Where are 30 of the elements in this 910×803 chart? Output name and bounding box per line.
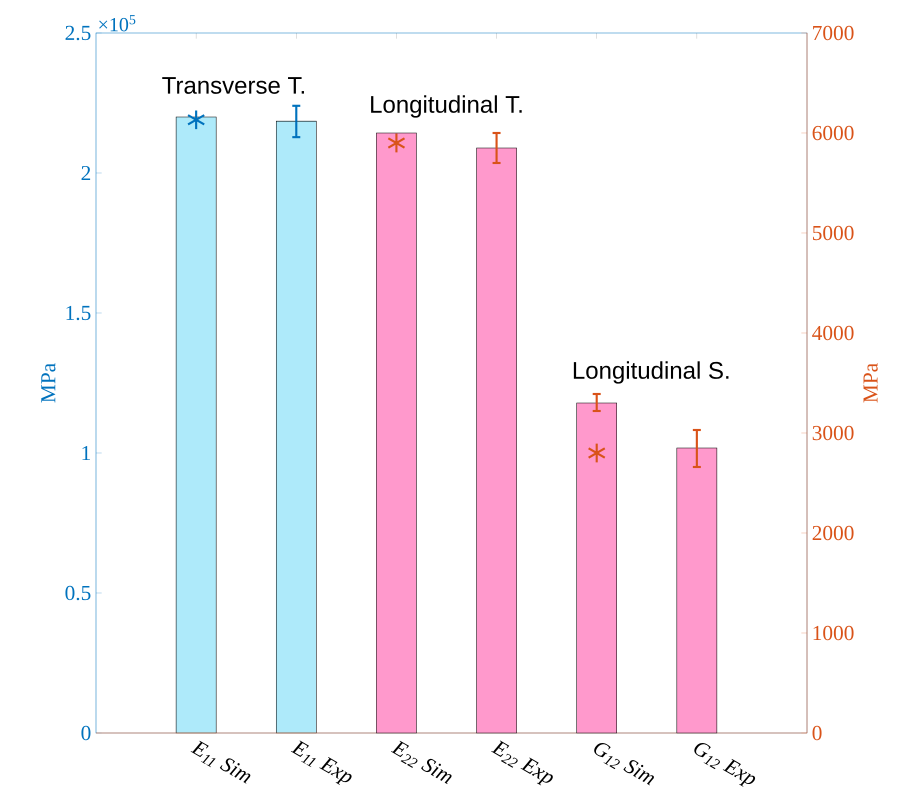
y2-tick-label: 2000 bbox=[812, 526, 854, 540]
y-tick-label: 0.5 bbox=[65, 586, 90, 600]
annotation: Longitudinal T. bbox=[371, 95, 522, 118]
y-tick-label: 2 bbox=[82, 166, 90, 180]
bar bbox=[576, 402, 618, 734]
y2-tick-label: 3000 bbox=[812, 426, 854, 440]
y2-tick-label: 5000 bbox=[812, 226, 854, 240]
y-axis-title: MPa bbox=[41, 363, 56, 403]
y-tick-label: 1.5 bbox=[66, 306, 90, 320]
x-tick-label: E$_{11}$ Sim bbox=[190, 740, 250, 784]
y2-tick-label: 6000 bbox=[812, 126, 854, 140]
annotation: Longitudinal S. bbox=[574, 361, 728, 384]
x-tick-label: E$_{22}$ Exp bbox=[491, 740, 553, 786]
y-tick-label: 1 bbox=[82, 446, 90, 460]
x-tick-label: E$_{22}$ Sim bbox=[390, 740, 452, 784]
y2-tick-label: 0 bbox=[812, 726, 822, 740]
bar bbox=[476, 148, 517, 734]
x-tick-label: G$_{12}$ Exp bbox=[694, 743, 756, 787]
y2-axis-title: MPa bbox=[864, 363, 878, 403]
bar bbox=[376, 132, 417, 734]
x-tick-label: E$_{11}$ Exp bbox=[290, 740, 352, 785]
bar bbox=[676, 448, 718, 734]
x-tick-label: G$_{12}$ Sim bbox=[594, 743, 654, 786]
y-tick-label: 0 bbox=[81, 726, 90, 740]
text: ×10$^{5}$ bbox=[99, 15, 136, 32]
y2-tick-label: 7000 bbox=[813, 26, 854, 40]
y2-tick-label: 4000 bbox=[812, 326, 854, 340]
annotation: Transverse T. bbox=[162, 77, 304, 94]
y2-tick-label: 1000 bbox=[814, 626, 854, 640]
y-tick-label: 2.5 bbox=[66, 26, 90, 40]
